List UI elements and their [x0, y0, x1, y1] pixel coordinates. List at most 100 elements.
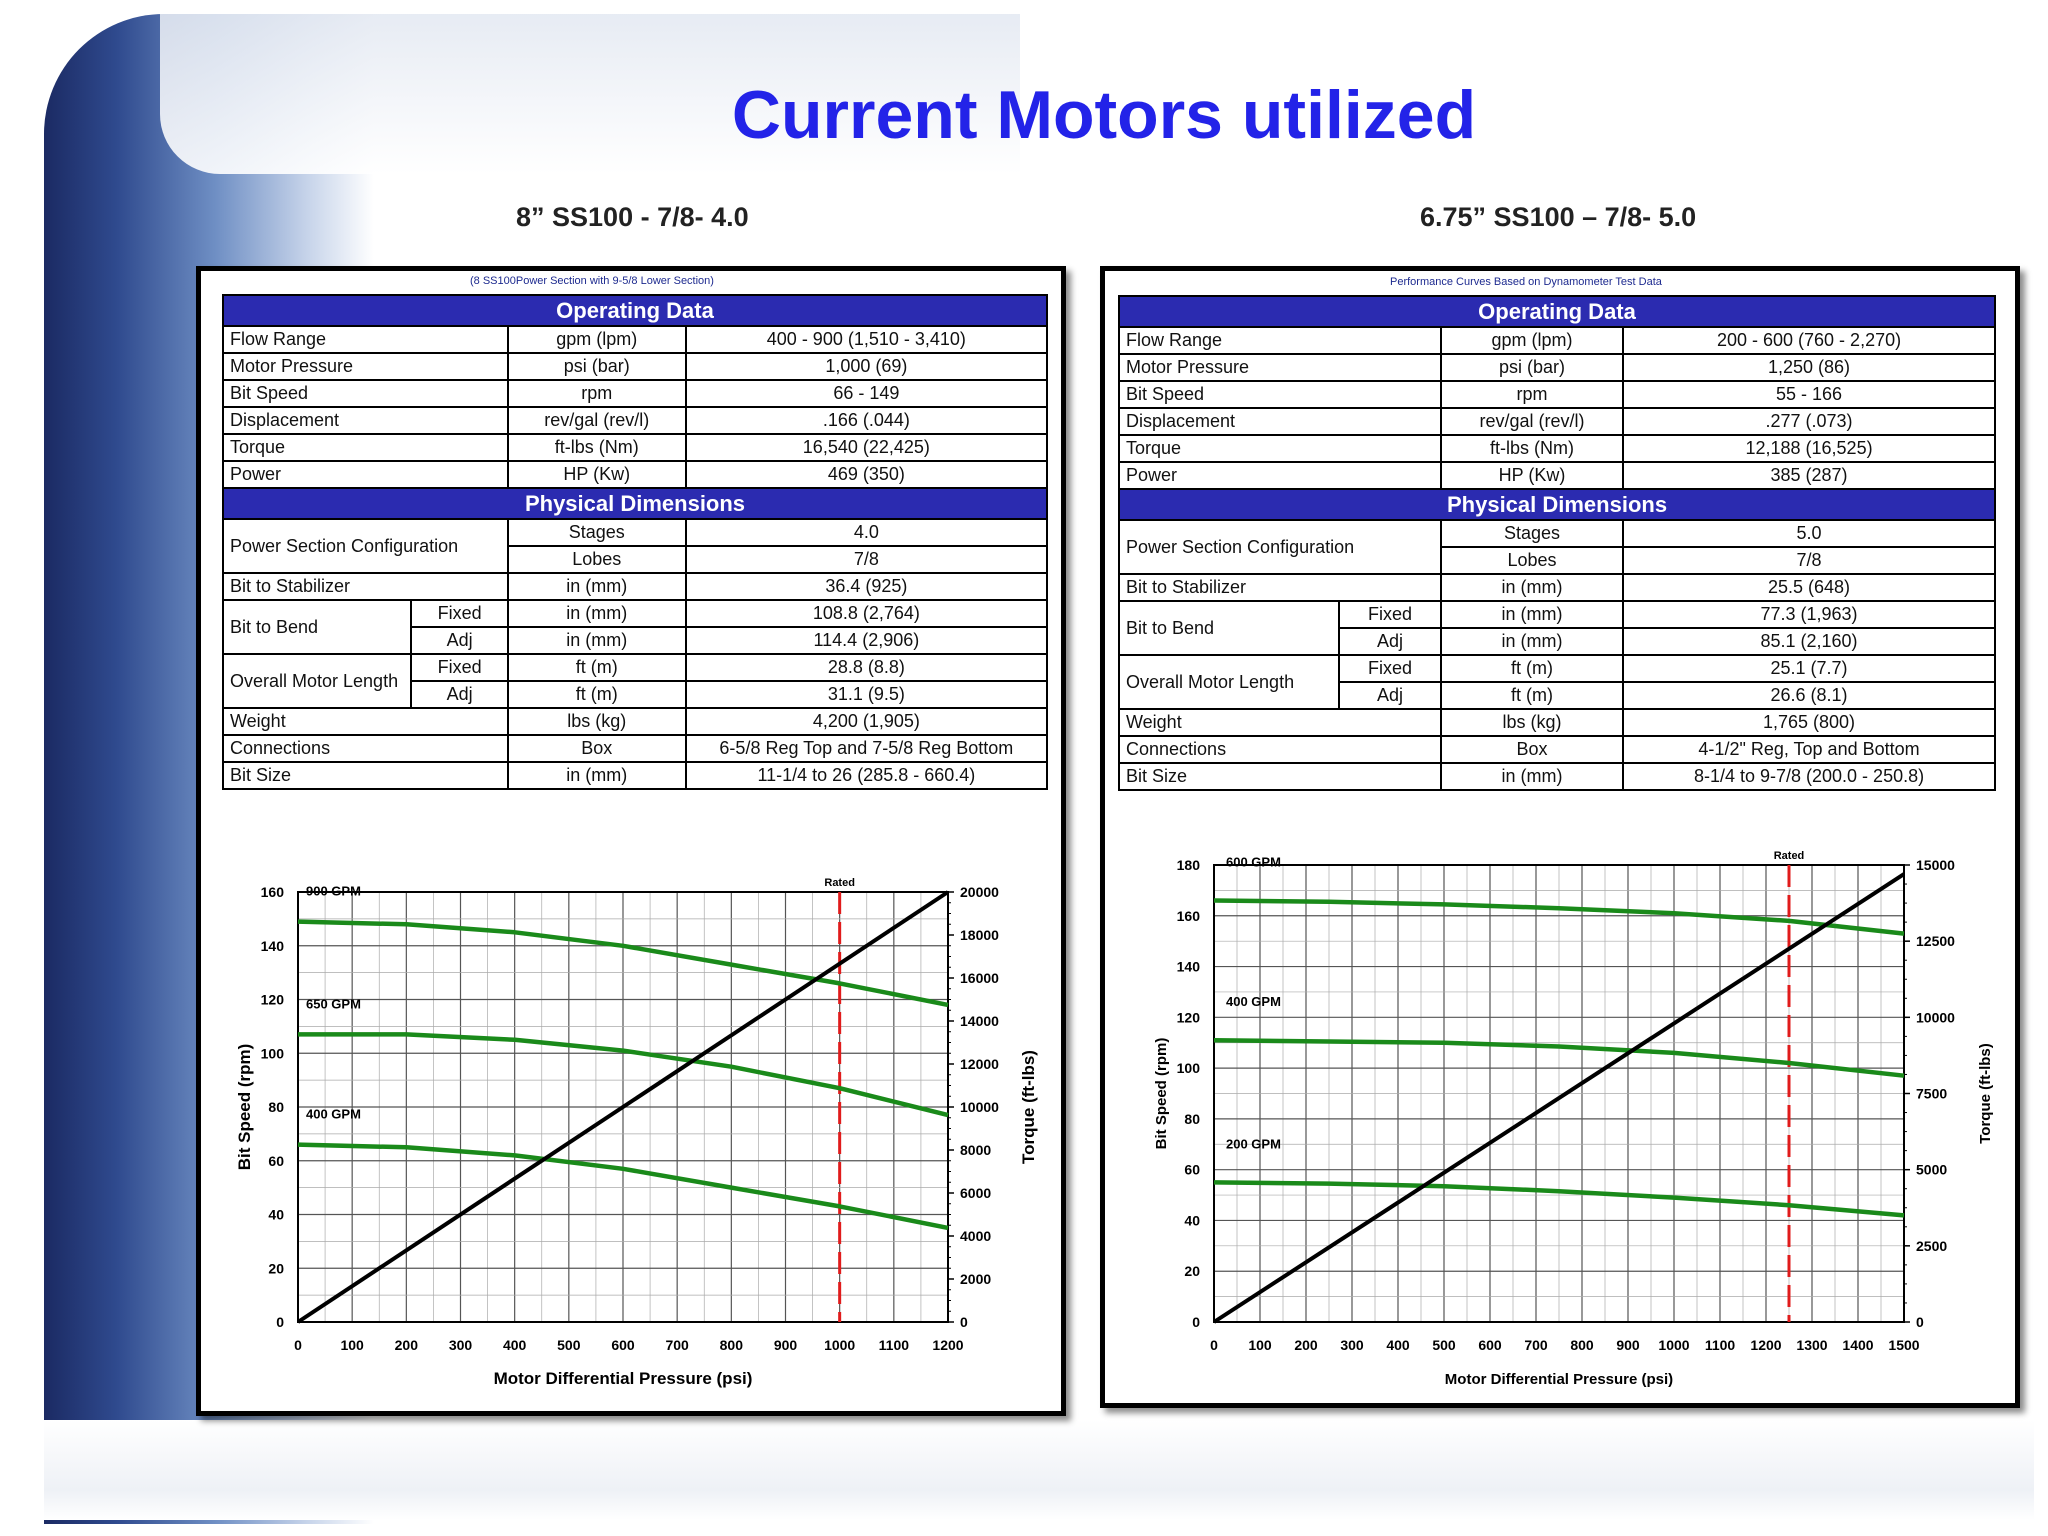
- table-row: Bit Size in (mm) 11-1/4 to 26 (285.8 - 660…: [222, 761, 1049, 790]
- series-line-900-gpm: [297, 919, 949, 1008]
- y2-tick-label: 0: [1916, 1314, 1924, 1330]
- y2-tick-label: 14000: [960, 1013, 999, 1029]
- torque-line: [296, 890, 950, 1324]
- x-tick-label: 200: [395, 1337, 419, 1353]
- physical-dimensions-header: Physical Dimensions: [1117, 488, 1997, 521]
- y2-axis-label: Torque (ft-lbs): [1019, 1050, 1038, 1164]
- table-row: Bit to Stabilizer in (mm) 25.5 (648): [1118, 573, 1997, 602]
- x-tick-label: 100: [1248, 1337, 1272, 1353]
- x-tick-label: 1100: [1705, 1337, 1736, 1353]
- x-tick-label: 900: [774, 1337, 798, 1353]
- table-row: Power HP (Kw) 385 (287): [1118, 461, 1997, 490]
- table-row: Torque ft-lbs (Nm) 16,540 (22,425): [222, 433, 1049, 462]
- y-tick-label: 0: [1192, 1314, 1200, 1330]
- table-row: Flow Range gpm (lpm) 400 - 900 (1,510 - 3,…: [222, 325, 1049, 354]
- y-tick-label: 80: [268, 1099, 284, 1115]
- y-tick-label: 0: [276, 1314, 284, 1330]
- table-row: Bit to Stabilizer in (mm) 36.4 (925): [222, 572, 1049, 601]
- table-row: Power Section Configuration Stages 4.0: [222, 518, 1049, 574]
- x-tick-label: 200: [1294, 1337, 1318, 1353]
- y2-tick-label: 20000: [960, 884, 999, 900]
- y2-tick-label: 10000: [960, 1099, 999, 1115]
- y-tick-label: 20: [268, 1260, 284, 1276]
- series-label: 200 GPM: [1226, 1136, 1281, 1151]
- y-tick-label: 40: [1184, 1212, 1200, 1228]
- series-label: 400 GPM: [1226, 994, 1281, 1009]
- y-axis-label: Bit Speed (rpm): [1153, 1038, 1170, 1150]
- motor-1-title: 8” SS100 - 7/8- 4.0: [516, 202, 749, 232]
- series-label: 900 GPM: [306, 884, 361, 899]
- table-row: Lobes 7/8: [223, 545, 1049, 574]
- motor-2-title: 6.75” SS100 – 7/8- 5.0: [1420, 202, 1697, 232]
- y-tick-label: 120: [261, 992, 285, 1008]
- y2-tick-label: 5000: [1916, 1162, 1947, 1178]
- table-row: Power Section Configuration Stages 5.0: [1118, 519, 1997, 575]
- x-tick-label: 1300: [1796, 1337, 1827, 1353]
- table-row: Bit Speed rpm 66 - 149: [222, 379, 1049, 408]
- background-bottom-band: [44, 1420, 2034, 1520]
- y2-tick-label: 4000: [960, 1228, 991, 1244]
- y2-tick-label: 0: [960, 1314, 968, 1330]
- x-tick-label: 1200: [932, 1337, 963, 1353]
- series-line-200-gpm: [1213, 1180, 1905, 1218]
- y-tick-label: 120: [1177, 1009, 1201, 1025]
- y-tick-label: 60: [1184, 1162, 1200, 1178]
- series-label: 400 GPM: [306, 1107, 361, 1122]
- motor-2-spec-table: Operating Data Flow Range gpm (lpm) 200 - …: [1117, 295, 1997, 791]
- y2-tick-label: 12500: [1916, 933, 1955, 949]
- x-tick-label: 700: [1524, 1337, 1548, 1353]
- x-tick-label: 500: [1432, 1337, 1456, 1353]
- x-tick-label: 500: [557, 1337, 581, 1353]
- y2-tick-label: 18000: [960, 927, 999, 943]
- x-tick-label: 1000: [824, 1337, 855, 1353]
- x-tick-label: 1500: [1888, 1337, 1919, 1353]
- y2-axis-label: Torque (ft-lbs): [1977, 1043, 1994, 1144]
- x-tick-label: 300: [449, 1337, 473, 1353]
- torque-line: [1212, 872, 1906, 1324]
- motor-2-panel-note: Performance Curves Based on Dynamometer …: [1390, 276, 1662, 288]
- table-row: Adj ft (m) 26.6 (8.1): [1119, 681, 1997, 710]
- table-row: Motor Pressure psi (bar) 1,000 (69): [222, 352, 1049, 381]
- table-row: Power HP (Kw) 469 (350): [222, 460, 1049, 489]
- x-tick-label: 300: [1340, 1337, 1364, 1353]
- series-line-650-gpm: [298, 1032, 949, 1118]
- series-line-600-gpm: [1213, 898, 1905, 936]
- x-tick-label: 700: [665, 1337, 689, 1353]
- table-row: Flow Range gpm (lpm) 200 - 600 (760 - 2,27…: [1118, 326, 1997, 355]
- table-row: Bit to Bend Fixed in (mm) 77.3 (1,963): [1118, 600, 1997, 656]
- table-row: Connections Box 4-1/2" Reg, Top and Bottom: [1118, 735, 1997, 764]
- y2-tick-label: 2500: [1916, 1238, 1947, 1254]
- y-tick-label: 100: [261, 1045, 285, 1061]
- operating-data-header: Operating Data: [1117, 295, 1997, 328]
- x-tick-label: 1100: [879, 1337, 910, 1353]
- x-axis-label: Motor Differential Pressure (psi): [1445, 1371, 1673, 1388]
- x-tick-label: 800: [1570, 1337, 1594, 1353]
- x-tick-label: 1000: [1658, 1337, 1689, 1353]
- y2-tick-label: 16000: [960, 970, 999, 986]
- rated-label: Rated: [824, 877, 855, 889]
- x-tick-label: 400: [1386, 1337, 1410, 1353]
- y-tick-label: 60: [268, 1153, 284, 1169]
- rated-label: Rated: [1774, 850, 1805, 862]
- table-row: Displacement rev/gal (rev/l) .277 (.073): [1118, 407, 1997, 436]
- x-tick-label: 600: [1478, 1337, 1502, 1353]
- table-row: Weight lbs (kg) 1,765 (800): [1118, 708, 1997, 737]
- table-row: Bit Size in (mm) 8-1/4 to 9-7/8 (200.0 - 2…: [1118, 762, 1997, 791]
- y-tick-label: 160: [261, 884, 285, 900]
- y-tick-label: 40: [268, 1207, 284, 1223]
- table-row: Torque ft-lbs (Nm) 12,188 (16,525): [1118, 434, 1997, 463]
- y-tick-label: 100: [1177, 1060, 1201, 1076]
- x-tick-label: 0: [1210, 1337, 1218, 1353]
- y-tick-label: 20: [1184, 1263, 1200, 1279]
- table-row: Adj in (mm) 114.4 (2,906): [223, 626, 1049, 655]
- y-tick-label: 180: [1177, 857, 1201, 873]
- x-tick-label: 600: [611, 1337, 635, 1353]
- table-row: Weight lbs (kg) 4,200 (1,905): [222, 707, 1049, 736]
- motor-1-spec-table: Operating Data Flow Range gpm (lpm) 400 - …: [221, 294, 1049, 790]
- background-top-band: [160, 14, 1020, 174]
- y-axis-label: Bit Speed (rpm): [235, 1044, 254, 1171]
- table-row: Motor Pressure psi (bar) 1,250 (86): [1118, 353, 1997, 382]
- y-tick-label: 140: [261, 938, 285, 954]
- slide-title: Current Motors utilized: [731, 77, 1477, 153]
- x-tick-label: 800: [720, 1337, 744, 1353]
